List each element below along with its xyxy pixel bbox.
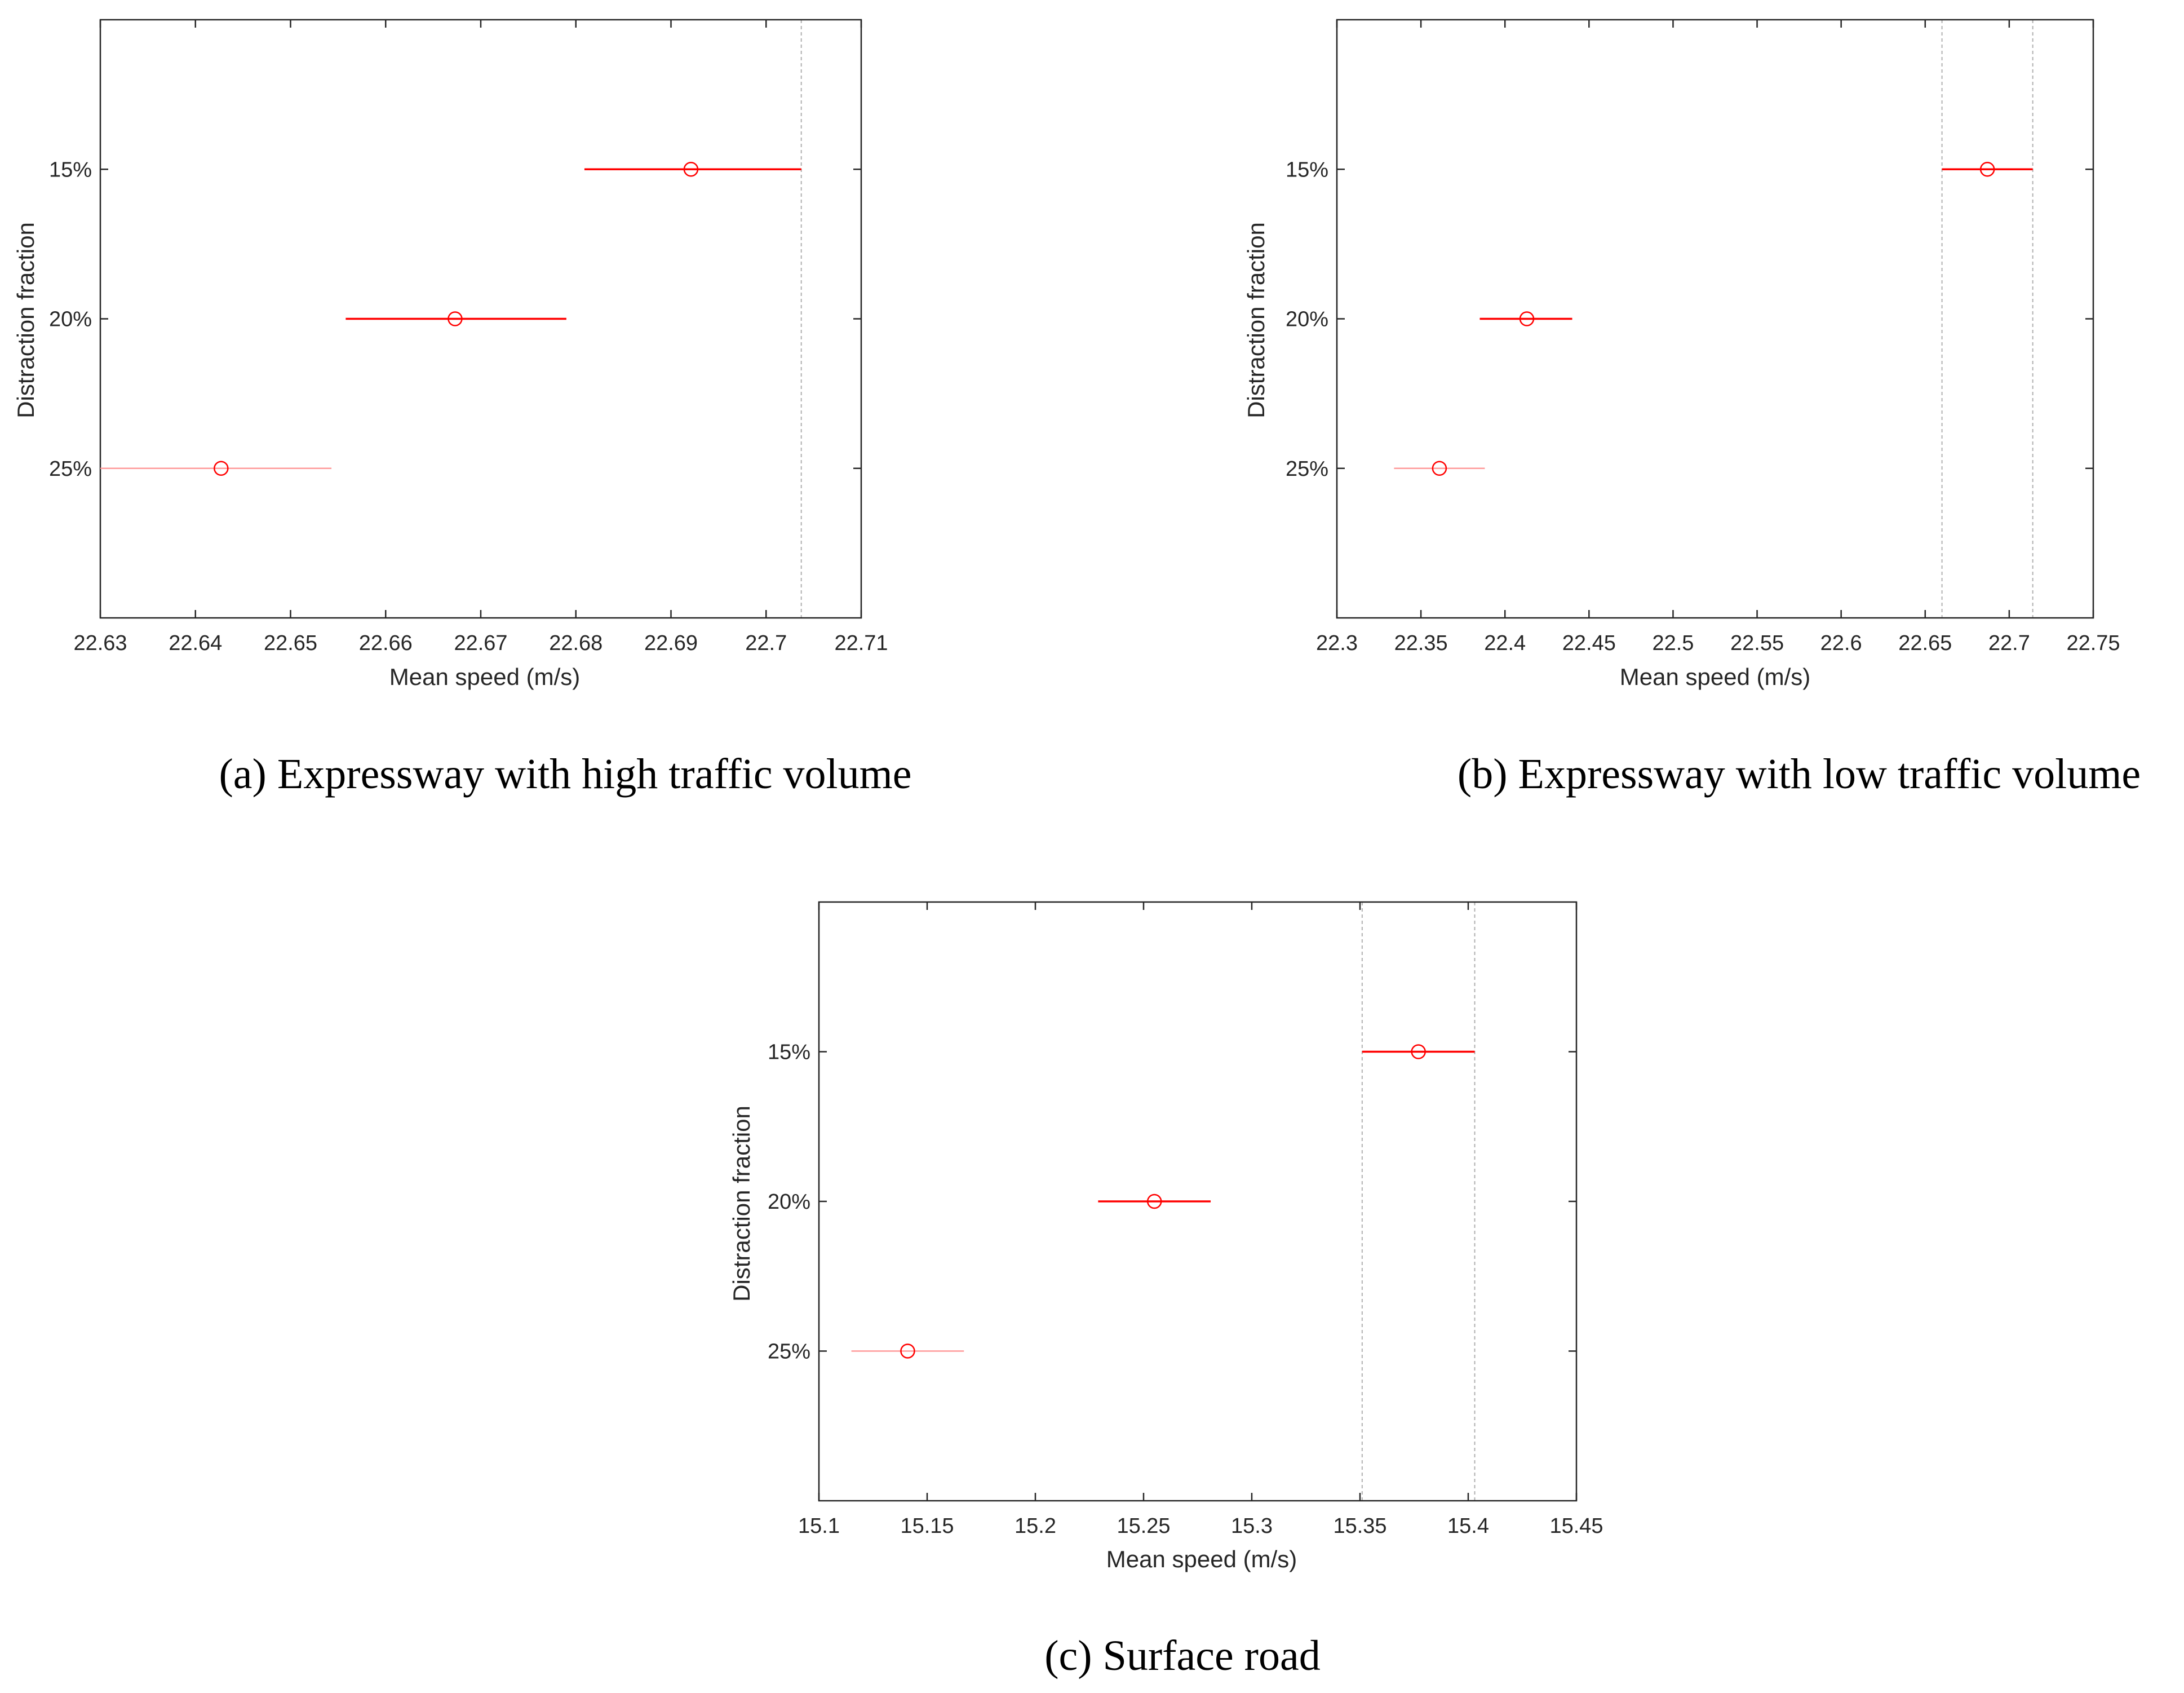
x-tick-label: 22.45 [1562,631,1616,655]
y-axis-title: Distraction fraction [12,222,39,418]
mean-marker [1979,162,1995,177]
mean-marker [1519,311,1535,326]
x-tick-label: 22.7 [1988,631,2030,655]
x-tick-label: 22.66 [359,631,413,655]
x-tick-label: 22.55 [1730,631,1784,655]
plot-area: 15.1 15.15 15.2 15.25 15.3 15.35 15.4 15.45 15% 2… [768,901,1603,1538]
y-tick-label: 15% [768,1041,810,1064]
y-tick-label: 25% [768,1340,810,1364]
x-tick-label: 22.65 [264,631,317,655]
y-tick-label: 15% [1286,158,1328,182]
panel-a: 22.63 22.64 22.65 22.66 22.67 22.68 22.69 22.7 2… [12,19,912,798]
y-axis-title: Distraction fraction [728,1106,755,1302]
x-tick-label: 22.7 [745,631,787,655]
panel-c: 15.1 15.15 15.2 15.25 15.3 15.35 15.4 15.45 15% 2… [728,901,1603,1679]
panel-caption: (a) Expressway with high traffic volume [219,750,911,798]
mean-marker [1411,1044,1426,1059]
x-tick-label: 15.3 [1231,1514,1273,1538]
x-tick-label: 22.69 [644,631,698,655]
x-tick-label: 22.6 [1820,631,1862,655]
panel-b: 22.3 22.35 22.4 22.45 22.5 22.55 22.6 22.65 22.7… [1243,19,2141,798]
mean-marker [448,311,463,326]
x-tick-label: 15.35 [1333,1514,1386,1538]
x-tick-label: 15.25 [1117,1514,1170,1538]
x-tick-label: 22.65 [1898,631,1952,655]
mean-marker [1146,1194,1162,1209]
y-tick-label: 25% [49,457,92,481]
x-axis-title: Mean speed (m/s) [389,664,580,690]
panel-caption: (c) Surface road [1044,1632,1320,1679]
y-tick-label: 15% [49,158,92,182]
y-tick-label: 25% [1286,457,1328,481]
x-tick-label: 22.3 [1316,631,1358,655]
x-tick-label: 22.64 [169,631,222,655]
mean-marker [900,1343,915,1359]
x-tick-label: 22.68 [549,631,603,655]
x-tick-label: 22.63 [73,631,127,655]
mean-marker [1432,461,1447,476]
mean-marker [683,162,699,177]
x-tick-label: 15.1 [798,1514,840,1538]
plot-area: 22.63 22.64 22.65 22.66 22.67 22.68 22.69 22.7 2… [49,19,888,655]
x-tick-label: 22.35 [1394,631,1448,655]
x-tick-label: 15.2 [1015,1514,1056,1538]
panel-caption: (b) Expressway with low traffic volume [1458,750,2141,798]
x-tick-label: 22.71 [834,631,888,655]
x-axis-title: Mean speed (m/s) [1620,664,1810,690]
x-tick-label: 15.4 [1447,1514,1489,1538]
x-tick-label: 22.67 [454,631,507,655]
mean-marker [214,461,229,476]
y-axis-title: Distraction fraction [1243,222,1269,418]
x-axis-title: Mean speed (m/s) [1106,1546,1297,1572]
x-tick-label: 22.5 [1652,631,1694,655]
y-tick-label: 20% [768,1190,810,1214]
axes-box [1336,19,2094,619]
x-tick-label: 15.15 [900,1514,954,1538]
x-tick-label: 15.45 [1549,1514,1603,1538]
plot-area: 22.3 22.35 22.4 22.45 22.5 22.55 22.6 22.65 22.7… [1286,19,2120,655]
x-tick-label: 22.75 [2066,631,2120,655]
y-tick-label: 20% [49,308,92,331]
x-tick-label: 22.4 [1484,631,1526,655]
y-tick-label: 20% [1286,308,1328,331]
